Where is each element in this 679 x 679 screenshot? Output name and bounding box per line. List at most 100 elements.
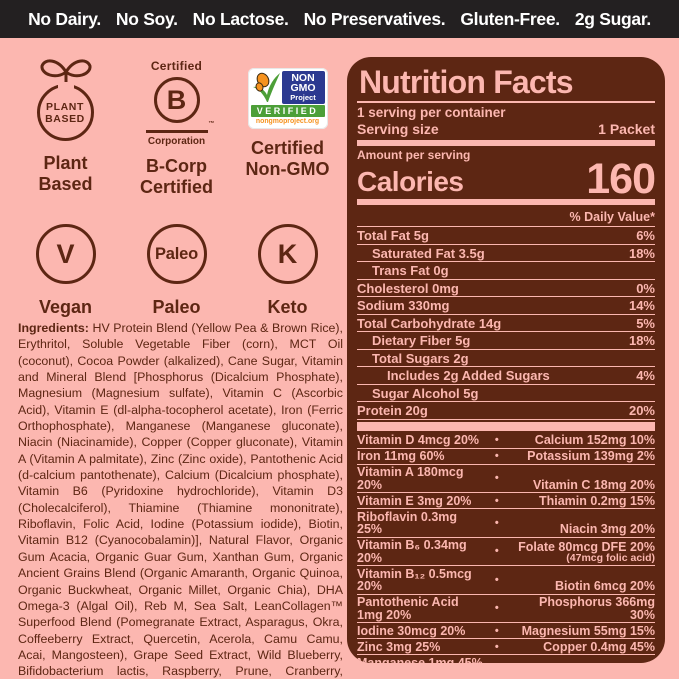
badge-plant-based: PLANT BASED Plant Based [10,56,121,198]
nutrient-value: 6% [636,228,655,243]
nutrient-label: Saturated Fat 3.5g [372,245,485,261]
keto-icon: K [257,224,318,284]
badges-row-2: V Vegan Paleo Paleo K Keto [10,198,344,318]
nutrition-facts-panel: Nutrition Facts 1 serving per container … [347,57,665,663]
nutrient-value: 5% [636,315,655,331]
micronutrient-right-main: Copper 0.4mg 45% [543,639,655,654]
amount-per-serving: Amount per serving [357,148,471,162]
nutrient-row: Total Carbohydrate 14g 5% [357,315,655,332]
bullet-separator: • [494,450,499,462]
ingredients-section: Ingredients: HV Protein Blend (Yellow Pe… [18,320,343,679]
bullet-separator: • [494,640,499,653]
divider-thick [357,199,655,205]
micronutrient-row: Vitamin E 3mg 20% • Thiamin 0.2mg 15% [357,493,655,509]
nutrient-label: Dietary Fiber 5g [372,333,471,348]
micronutrient-right-main: Niacin 3mg 20% [559,522,655,536]
micronutrient-row: Riboflavin 0.3mg 25% • Niacin 3mg 20% [357,509,655,538]
micronutrient-row: Pantothenic Acid 1mg 20% • Phosphorus 366m… [357,595,655,623]
vegan-icon: V [35,224,96,284]
calories-row: Calories 160 [357,158,656,201]
plant-based-circle-text: PLANT [46,100,84,113]
badge-label-nongmo: Certified Non-GMO [245,138,330,179]
nutrient-row: Protein 20g 20% [357,402,655,420]
nutrient-value: 20% [628,403,655,418]
nutrient-label: Trans Fat 0g [372,263,449,278]
micronutrient-left: Vitamin B₁₂ 0.5mcg 20% [357,566,472,593]
nongmo-verified-icon: NON GMO Project VERIFIED nongmoproject.o… [247,68,328,129]
claim-item: No Soy. [115,8,178,29]
bullet-separator: • [494,494,499,507]
divider-thick [357,140,655,146]
bullet-separator: • [494,472,499,485]
serving-size-value: 1 Packet [598,121,655,137]
badge-label-plant-based: Plant Based [38,153,93,194]
bcorp-icon: Certified B ™ Corporation [145,59,215,147]
butterfly-icon [251,71,282,104]
micronutrient-left: Vitamin A 180mcg 20% [357,465,464,492]
micronutrient-right: Thiamin 0.2mg 15% [514,494,655,508]
micronutrient-rows: Vitamin D 4mcg 20% • Calcium 152mg 10% Iron… [357,433,655,663]
bullet-separator: • [494,624,499,637]
micronutrient-right: Calcium 152mg 10% [514,434,655,447]
divider-thick [357,421,655,431]
micronutrient-row: Zinc 3mg 25% • Copper 0.4mg 45% [357,639,655,655]
nutrient-row: Includes 2g Added Sugars 4% [357,367,655,385]
micronutrient-right: Potassium 139mg 2% [514,450,655,463]
nutrient-value: 18% [628,245,655,261]
badge-nongmo: NON GMO Project VERIFIED nongmoproject.o… [232,56,343,198]
micronutrient-right-main: Folate 80mcg DFE 20% [518,539,655,554]
badge-vegan: V Vegan [10,198,121,318]
top-claims-bar: No Dairy. No Soy. No Lactose. No Preservati… [0,0,679,38]
claim-item: No Preservatives. [303,8,446,29]
nutrition-facts-title: Nutrition Facts [359,64,574,100]
bullet-separator: • [494,545,499,558]
nutrient-row: Total Sugars 2g [357,350,655,367]
micronutrient-right-main: Phosphorus 366mg 30% [539,595,655,622]
plant-based-icon: PLANT BASED [34,56,98,144]
bullet-separator: • [494,602,499,615]
nutrient-value: 18% [628,333,655,348]
claim-item: No Lactose. [192,8,289,29]
nutrient-label: Sugar Alcohol 5g [372,385,479,401]
nutrient-row: Sodium 330mg 14% [357,297,655,315]
nutrient-row: Total Fat 5g 6% [357,227,655,245]
daily-value-header: % Daily Value* [357,208,655,227]
micronutrient-right: Biotin 6mcg 20% [514,580,655,593]
micronutrient-right: Vitamin C 18mg 20% [514,477,655,492]
micronutrient-left: Iodine 30mcg 20% [357,623,466,638]
micronutrient-left: Vitamin E 3mg 20% [357,493,472,508]
micronutrient-left: Vitamin D 4mcg 20% [357,433,480,447]
micronutrient-right-main: Calcium 152mg 10% [534,433,655,447]
badge-paleo: Paleo Paleo [121,198,232,318]
micronutrient-row: Vitamin A 180mcg 20% • Vitamin C 18mg 20% [357,465,655,493]
servings-per-container: 1 serving per container [357,105,506,120]
nutrient-row: Saturated Fat 3.5g 18% [357,245,655,262]
bullet-separator: • [494,573,499,586]
nutrient-label: Cholesterol 0mg [357,280,459,296]
divider [357,101,655,103]
micronutrient-left: Manganese 1mg 45% [357,655,483,663]
micronutrient-right-main: Potassium 139mg 2% [527,449,655,463]
micronutrient-row: Iron 11mg 60% • Potassium 139mg 2% [357,449,655,465]
nutrient-label: Protein 20g [357,403,428,418]
micronutrient-left: Vitamin B₆ 0.34mg 20% [357,538,467,565]
nutrient-row: Cholesterol 0mg 0% [357,280,655,297]
micronutrient-right-main: Vitamin C 18mg 20% [532,477,655,492]
badge-label-keto: Keto [267,297,308,317]
claim-item: Gluten-Free. [460,8,560,29]
badge-label-bcorp: B-Corp Certified [139,156,213,197]
claim-item: 2g Sugar. [574,8,651,29]
nutrient-row: Trans Fat 0g [357,262,655,280]
badge-bcorp: Certified B ™ Corporation B-Corp Certifi… [121,56,232,198]
serving-size-row: Serving size 1 Packet [357,122,655,137]
claim-item: No Dairy. [28,8,101,29]
badges-row-1: PLANT BASED Plant Based Certified B ™ [10,56,344,198]
badges-section: PLANT BASED Plant Based Certified B ™ [10,56,344,318]
micronutrient-left: Riboflavin 0.3mg 25% [357,509,458,536]
micronutrient-left: Pantothenic Acid 1mg 20% [357,595,459,622]
micronutrient-left: Zinc 3mg 25% [357,639,441,654]
nutrient-row: Dietary Fiber 5g 18% [357,332,655,350]
micronutrient-row: Manganese 1mg 45% [357,655,655,663]
micronutrient-right: Niacin 3mg 20% [514,523,655,536]
nutrient-row: Sugar Alcohol 5g [357,385,655,402]
